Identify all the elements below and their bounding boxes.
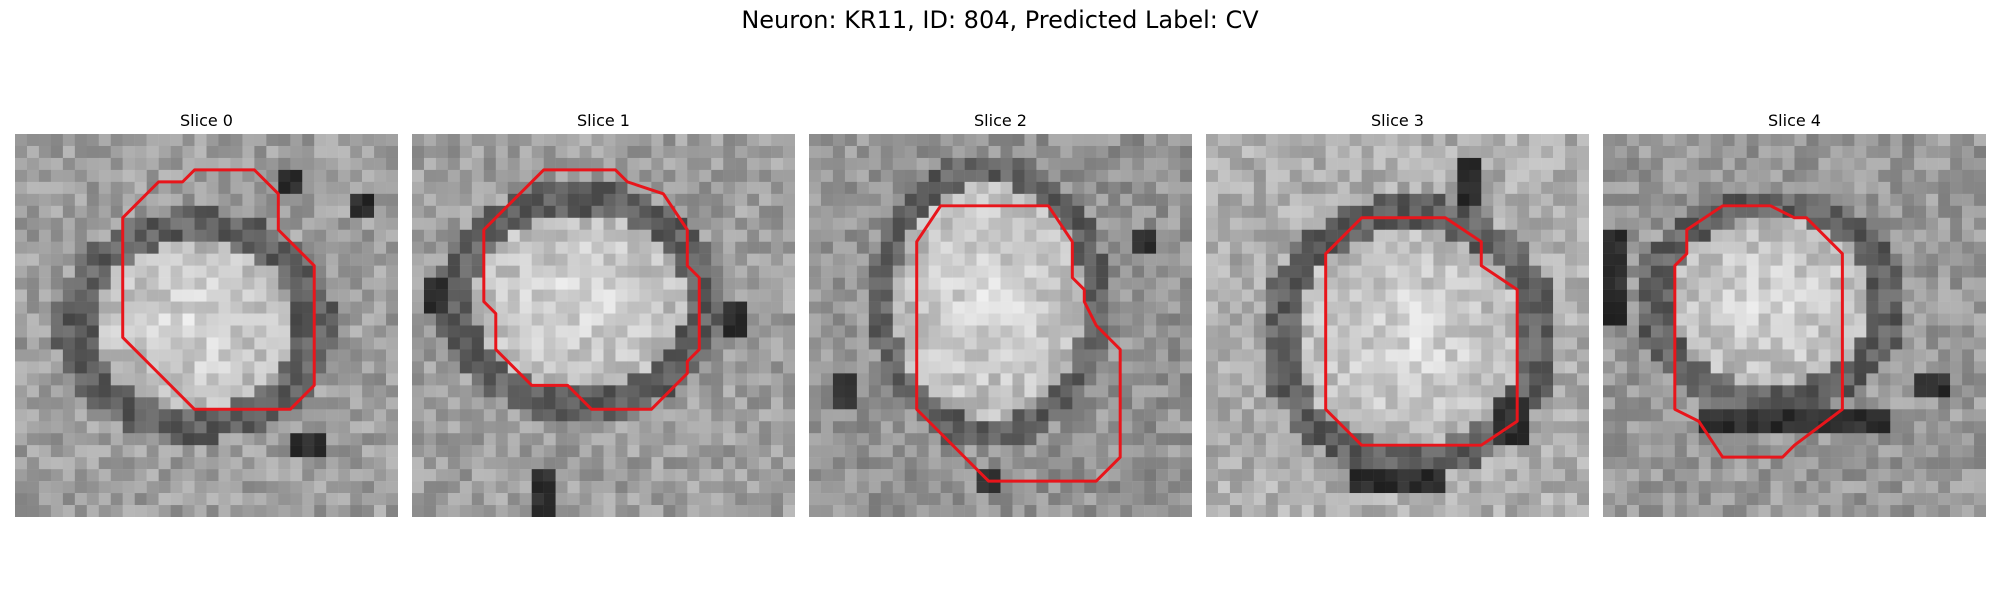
slice-title: Slice 2 <box>974 111 1027 130</box>
pixel-texture <box>15 134 398 517</box>
pixel-texture <box>809 134 1192 517</box>
slice-image-4 <box>1603 134 1986 517</box>
segmentation-contour <box>121 168 316 411</box>
pixel-texture <box>1206 134 1589 517</box>
figure-title: Neuron: KR11, ID: 804, Predicted Label: … <box>741 6 1259 34</box>
slice-title: Slice 3 <box>1371 111 1424 130</box>
slice-panel-1: Slice 1 <box>412 108 795 517</box>
slice-image-1 <box>412 134 795 517</box>
slice-image-0 <box>15 134 398 517</box>
pixel-texture <box>412 134 795 517</box>
slice-title: Slice 1 <box>577 111 630 130</box>
segmentation-contour <box>915 204 1122 483</box>
slice-title: Slice 0 <box>180 111 233 130</box>
slice-image-3 <box>1206 134 1589 517</box>
slice-panel-0: Slice 0 <box>15 108 398 517</box>
slice-image-2 <box>809 134 1192 517</box>
segmentation-contour <box>482 168 701 411</box>
slice-panel-4: Slice 4 <box>1603 108 1986 517</box>
pixel-texture <box>1603 134 1986 517</box>
segmentation-contour <box>1673 204 1844 459</box>
slice-title: Slice 4 <box>1768 111 1821 130</box>
slice-panel-3: Slice 3 <box>1206 108 1589 517</box>
slice-panel-2: Slice 2 <box>809 108 1192 517</box>
segmentation-contour <box>1324 216 1519 447</box>
